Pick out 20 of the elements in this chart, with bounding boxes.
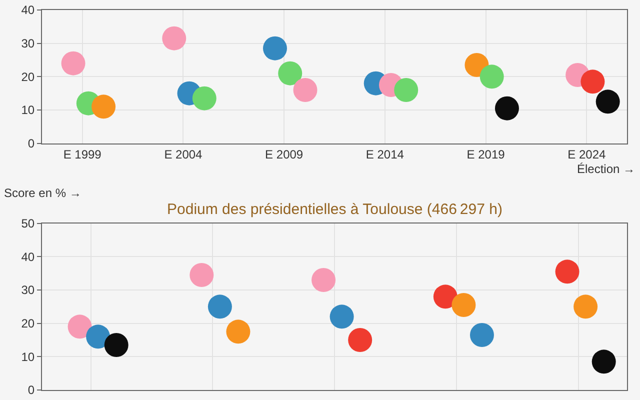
x-tick-label: E 2024: [568, 148, 606, 162]
x-tick-label: E 2014: [366, 148, 404, 162]
x-tick-label: E 2004: [164, 148, 203, 162]
y-tick-label: 30: [21, 283, 35, 298]
y-tick-label: 20: [21, 70, 35, 84]
y-tick-label: 40: [21, 250, 35, 264]
y-tick-label: 0: [28, 136, 35, 151]
x-axis-title: Élection →: [577, 162, 636, 176]
x-tick-label: E 2019: [466, 148, 506, 162]
y-tick-label: 30: [21, 36, 35, 51]
y-tick-label: 10: [21, 350, 35, 364]
chart-title: Podium des présidentielles à Toulouse (466 297 h): [167, 201, 502, 218]
y-tick-label: 50: [21, 216, 35, 231]
x-tick-label: E 1999: [63, 148, 102, 162]
y-tick-label: 0: [28, 383, 35, 398]
y-tick-label: 10: [21, 103, 35, 118]
x-tick-label: E 2009: [265, 148, 304, 162]
y-axis-title: Score en % →: [4, 186, 82, 200]
y-tick-label: 40: [21, 3, 35, 18]
y-tick-label: 20: [21, 316, 35, 331]
